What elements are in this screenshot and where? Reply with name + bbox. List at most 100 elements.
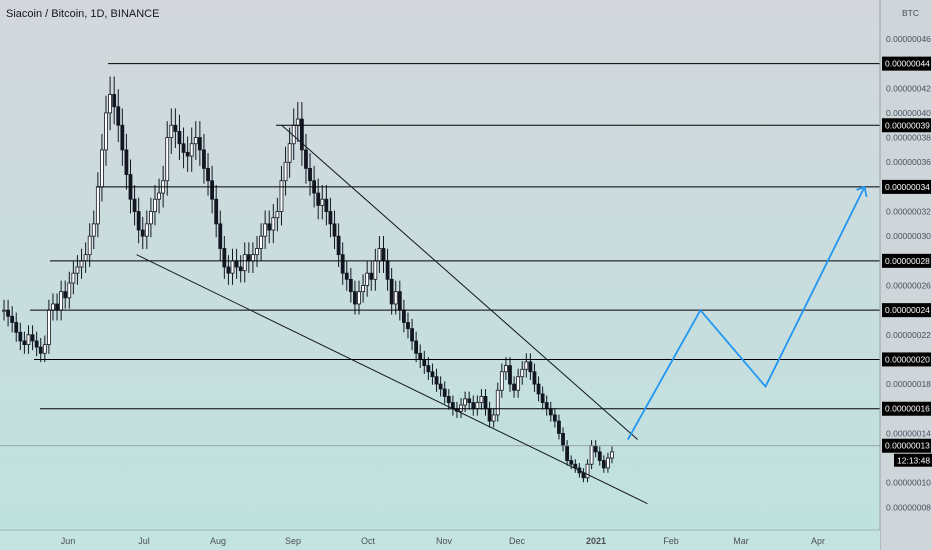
- candle: [177, 131, 182, 145]
- candle: [234, 260, 239, 268]
- countdown-label: 12:13:48: [897, 456, 930, 466]
- candle: [67, 282, 72, 299]
- level-price-label: 0.00000044: [885, 59, 930, 69]
- candle: [369, 272, 374, 280]
- candle: [340, 254, 345, 274]
- candle: [95, 186, 100, 225]
- candle: [42, 344, 47, 354]
- candle: [51, 303, 55, 311]
- candle: [230, 260, 235, 274]
- time-tick-label: Jun: [61, 536, 76, 546]
- candle: [569, 460, 574, 465]
- level-price-badge: [882, 401, 931, 416]
- candle: [14, 322, 19, 333]
- price-tick-label: 0.00000042: [886, 83, 931, 93]
- price-tick-label: 0.00000026: [886, 280, 931, 290]
- projection-arrowhead: [856, 185, 868, 198]
- price-tick-label: 0.00000046: [886, 34, 931, 44]
- candle: [308, 167, 312, 182]
- time-tick-label: Oct: [361, 536, 376, 546]
- candle: [34, 340, 39, 348]
- candle: [59, 291, 64, 311]
- candle: [336, 235, 341, 256]
- candle: [104, 112, 108, 151]
- candle: [504, 365, 508, 373]
- currency-label: BTC: [902, 8, 919, 18]
- level-price-label: 0.00000034: [885, 182, 930, 192]
- candle: [328, 211, 333, 225]
- candle: [22, 340, 27, 346]
- candle: [495, 389, 500, 416]
- candle: [385, 260, 390, 280]
- candle: [295, 118, 300, 126]
- candle: [271, 217, 276, 231]
- candle: [185, 151, 190, 157]
- candle: [499, 371, 504, 391]
- candles-layer: [2, 76, 614, 483]
- candle: [173, 124, 178, 132]
- candle: [83, 254, 88, 262]
- level-price-label: 0.00000016: [885, 404, 930, 414]
- time-tick-label: Dec: [509, 536, 526, 546]
- candle: [79, 260, 84, 268]
- candle: [246, 254, 251, 262]
- candle: [324, 198, 329, 212]
- candle: [434, 376, 439, 385]
- candle: [536, 383, 541, 395]
- candle: [210, 180, 215, 200]
- time-tick-label: Sep: [285, 536, 301, 546]
- candle: [561, 432, 565, 447]
- candle: [512, 383, 516, 391]
- candle: [426, 365, 431, 373]
- candle: [573, 463, 578, 469]
- candle: [401, 309, 406, 323]
- candle: [120, 124, 125, 151]
- time-tick-label: Feb: [663, 536, 679, 546]
- candle: [438, 383, 443, 390]
- candle: [483, 396, 488, 410]
- time-tick-label: Apr: [811, 536, 825, 546]
- price-tick-label: 0.00000030: [886, 231, 931, 241]
- level-price-badge: [882, 303, 931, 318]
- candle: [348, 278, 353, 293]
- candle: [544, 402, 549, 410]
- candle: [112, 94, 117, 108]
- price-tick-label: 0.00000036: [886, 157, 931, 167]
- candle: [430, 371, 435, 378]
- candle: [124, 149, 129, 175]
- projection-layer: [627, 185, 868, 440]
- price-tick-label: 0.00000040: [886, 108, 931, 118]
- candle: [344, 272, 349, 280]
- price-axis[interactable]: 0.00000046 0.00000042 0.00000040 0.00000038…: [879, 0, 932, 550]
- level-price-label: 0.00000024: [885, 305, 930, 315]
- price-tick-label: 0.00000022: [886, 330, 931, 340]
- projection-path: [627, 186, 866, 440]
- level-price-label: 0.00000028: [885, 256, 930, 266]
- candle: [87, 235, 92, 256]
- time-axis[interactable]: Jun Jul Aug Sep Oct Nov Dec 2021 Feb Mar Apr: [0, 529, 880, 550]
- candle: [267, 223, 272, 231]
- time-tick-label: Nov: [436, 536, 453, 546]
- candle: [373, 260, 378, 280]
- upper-trendline: [281, 124, 638, 440]
- candle: [524, 361, 529, 370]
- candle: [471, 402, 476, 410]
- candle: [148, 211, 153, 225]
- price-tick-label: 0.00000018: [886, 379, 931, 389]
- time-tick-label: Mar: [733, 536, 749, 546]
- candle: [520, 368, 525, 378]
- candle: [414, 340, 419, 354]
- candle: [332, 223, 337, 237]
- candle: [459, 404, 463, 412]
- candle: [479, 396, 484, 403]
- candle: [18, 331, 23, 342]
- candle: [55, 303, 59, 311]
- level-price-badge: [882, 179, 931, 194]
- level-price-badge: [882, 118, 931, 133]
- candle: [144, 223, 149, 237]
- time-tick-label: 2021: [586, 536, 606, 546]
- candle: [491, 414, 496, 422]
- candle: [487, 408, 492, 422]
